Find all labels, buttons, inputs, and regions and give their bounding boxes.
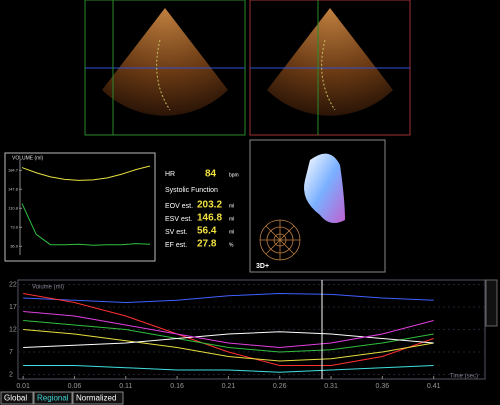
x-tick-label: 0.36: [376, 383, 390, 390]
x-tick-label: 0.21: [222, 383, 236, 390]
stat-label: EF est.: [165, 242, 187, 249]
stat-value: 27.8: [197, 239, 217, 250]
x-tick-label: 0.41: [427, 383, 441, 390]
y-tick-label: 36.9: [10, 243, 19, 248]
volume-line: [21, 165, 151, 181]
stat-unit: ml: [229, 216, 234, 222]
x-tick-label: 0.26: [273, 383, 287, 390]
stat-label: ESV est.: [165, 216, 192, 223]
x-tick-label: 0.16: [170, 383, 184, 390]
stat-label: EOV est.: [165, 203, 193, 210]
tab-label[interactable]: Global: [4, 394, 27, 403]
volume-title: VOLUME (ml): [12, 155, 43, 161]
model-panel: 3D+: [249, 139, 386, 273]
regional-line: [23, 320, 434, 353]
y-tick-label: 12: [9, 326, 17, 333]
volume-line: [21, 203, 151, 246]
y-tick-label: 73.9: [10, 224, 19, 229]
tab[interactable]: [33, 391, 73, 405]
regional-line: [23, 311, 434, 349]
tab[interactable]: [72, 391, 124, 405]
stat-label: SV est.: [165, 229, 188, 236]
y-tick-label: 2: [9, 371, 13, 378]
stat-unit: %: [229, 242, 234, 248]
stat-heading: Systolic Function: [165, 187, 218, 194]
y-tick-label: 22: [9, 281, 17, 288]
x-tick-label: 0.06: [68, 383, 82, 390]
ultrasound-view: [249, 0, 411, 136]
stat-label: HR: [165, 171, 175, 178]
tab-label[interactable]: Normalized: [76, 394, 116, 403]
regional-line: [23, 365, 434, 373]
stat-unit: ml: [229, 203, 234, 209]
stat-unit: ml: [229, 229, 234, 235]
stat-unit: bpm: [229, 172, 239, 178]
stat-value: 146.8: [197, 213, 222, 224]
y-tick-label: 7: [9, 349, 13, 356]
y-tick-label: 184.7: [8, 167, 19, 172]
regional-line: [23, 293, 434, 366]
x-axis-label: Time (sec): [450, 374, 478, 380]
y-tick-label: 110.8: [8, 205, 18, 210]
x-tick-label: 0.11: [119, 383, 132, 390]
tab[interactable]: [0, 391, 34, 405]
stat-value: 203.2: [197, 200, 222, 211]
y-tick-label: 147.8: [8, 186, 19, 191]
y-axis-label: Volume (ml): [32, 285, 64, 291]
regional-line: [23, 292, 434, 304]
toolbar[interactable]: [485, 279, 498, 327]
stats-panel: HR 84 bpm Systolic Function: [165, 169, 239, 194]
y-tick-label: 17: [9, 304, 17, 311]
x-tick-label: 0.31: [324, 383, 338, 390]
tab-label[interactable]: Regional: [37, 394, 69, 403]
regional-line: [23, 329, 434, 362]
ultrasound-view: [84, 0, 246, 136]
x-tick-label: 0.01: [16, 383, 30, 390]
stat-value: 56.4: [197, 226, 217, 237]
stat-value: 84: [205, 169, 217, 180]
model-label: 3D+: [256, 263, 269, 270]
